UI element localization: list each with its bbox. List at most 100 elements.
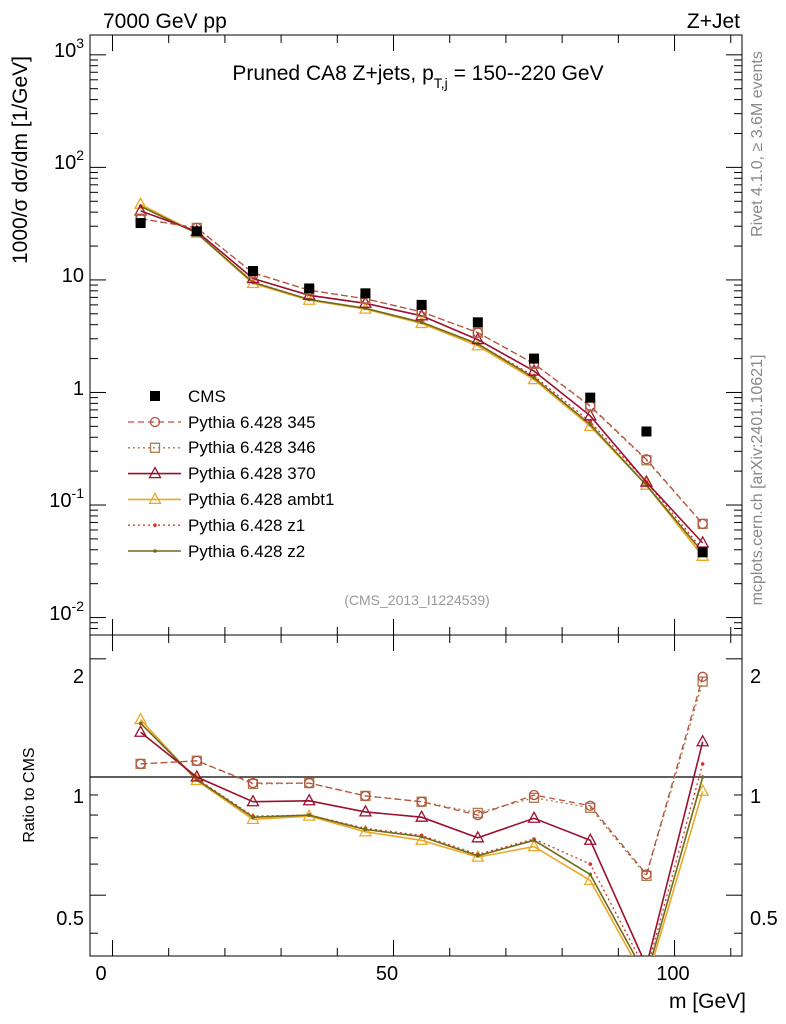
- cms-data-point: [416, 299, 427, 310]
- legend-label: Pythia 6.428 345: [188, 413, 316, 432]
- ratio-point-p370: [133, 724, 148, 737]
- data-point-p370: [415, 308, 429, 321]
- ratio-point-p370: [471, 830, 485, 843]
- header-left: 7000 GeV pp: [103, 10, 227, 33]
- ratio-point-ambt1: [696, 783, 710, 796]
- cms-data-point: [304, 283, 315, 294]
- ratio-tick-label-left: 1: [73, 786, 84, 808]
- y-tick-label: 103: [54, 35, 84, 62]
- ratio-point-ambt1: [415, 832, 429, 845]
- data-point-p345: [641, 454, 652, 465]
- ratio-point-p370: [246, 794, 260, 807]
- ratio-point-ambt1: [471, 849, 485, 862]
- legend-marker-p370: [148, 466, 162, 479]
- ratio-point-ambt1: [358, 824, 373, 837]
- ratio-point-z2: [588, 872, 593, 877]
- reference-label: (CMS_2013_I1224539): [344, 592, 490, 608]
- x-axis-label: m [GeV]: [669, 990, 746, 1013]
- ratio-point-p345: [416, 796, 427, 807]
- data-point-z2: [588, 422, 593, 427]
- legend-label: Pythia 6.428 370: [188, 464, 316, 483]
- data-point-p370: [527, 363, 541, 376]
- ratio-point-ambt1: [527, 839, 541, 852]
- ratio-series: [90, 671, 742, 956]
- ratio-point-p345: [472, 809, 483, 821]
- ratio-line-p346: [140, 681, 704, 878]
- cms-data-point: [641, 426, 652, 437]
- ratio-point-z2: [307, 813, 312, 817]
- data-point-p345: [697, 518, 708, 530]
- ratio-point-p370: [358, 804, 373, 817]
- chart-title-prefix: Pruned CA8 Z+jets, p: [232, 62, 433, 85]
- ratio-tick-label-right: 1: [750, 786, 761, 808]
- ratio-point-z2: [419, 834, 424, 839]
- cms-data-point: [529, 353, 540, 364]
- ratio-tick-labels: 0.5 1 2 0.5 1 2: [56, 666, 778, 930]
- data-point-p370: [696, 535, 710, 548]
- x-tick-label: 0: [95, 963, 106, 985]
- y-tick-base: 10: [54, 152, 76, 174]
- ratio-line-p370: [140, 731, 704, 956]
- data-point-ambt1: [527, 372, 541, 385]
- ratio-line-ambt1: [140, 719, 704, 956]
- legend-label: Pythia 6.428 ambt1: [188, 490, 334, 509]
- ratio-y-axis-label: Ratio to CMS: [21, 747, 38, 842]
- chart-title-suffix: = 150--220 GeV: [448, 62, 604, 85]
- y-tick-base: 10: [49, 603, 71, 625]
- data-point-p370: [471, 332, 485, 345]
- legend-marker-cms: [150, 391, 160, 401]
- data-point-p345: [472, 327, 483, 338]
- ratio-point-p345: [191, 755, 202, 766]
- ratio-point-p370: [190, 769, 204, 782]
- y-tick-exponent: -2: [72, 598, 85, 614]
- ratio-point-ambt1: [246, 812, 260, 825]
- ratio-point-z2: [138, 721, 143, 726]
- legend: CMS Pythia 6.428 345 Pythia 6.428 346 Py…: [128, 387, 334, 561]
- y-tick-labels: 10-2 10-1 1 10 102 103: [49, 35, 84, 625]
- chart-title-subscript: T,j: [434, 75, 448, 91]
- ratio-line-z1: [140, 722, 704, 956]
- ratio-point-z2: [363, 827, 368, 832]
- legend-label: Pythia 6.428 346: [188, 438, 316, 457]
- y-tick-label: 1: [73, 378, 84, 400]
- y-tick-label: 10-2: [49, 598, 84, 625]
- ratio-point-p370: [696, 734, 710, 747]
- cms-data-point: [248, 266, 258, 277]
- x-tick-label: 100: [656, 963, 689, 985]
- legend-label: Pythia 6.428 z1: [188, 516, 305, 535]
- ratio-point-z2: [251, 815, 255, 819]
- main-series: [133, 196, 710, 561]
- legend-marker-p345: [149, 416, 161, 428]
- data-point-z1: [588, 419, 593, 424]
- ratio-point-p345: [641, 869, 652, 880]
- ratio-tick-label-left: 2: [73, 666, 84, 688]
- ratio-point-p345: [528, 789, 540, 801]
- legend-marker-z2: [153, 549, 157, 553]
- ratio-point-p345: [585, 800, 596, 811]
- chart-title: Pruned CA8 Z+jets, pT,j = 150--220 GeV: [232, 62, 603, 91]
- ratio-point-z1: [588, 862, 593, 866]
- ratio-point-ambt1: [190, 773, 204, 786]
- y-tick-base: 10: [49, 490, 71, 512]
- ratio-panel-frame: [89, 634, 743, 957]
- cms-data-point: [191, 226, 202, 237]
- data-point-p370: [639, 474, 654, 487]
- axis-ticks: [90, 35, 742, 956]
- data-point-ambt1: [415, 316, 429, 329]
- y-tick-exponent: -1: [72, 485, 85, 501]
- legend-marker-p346: [149, 442, 161, 453]
- data-point-z2: [532, 375, 536, 380]
- ratio-point-p370: [527, 810, 541, 823]
- series-line-p345: [140, 218, 704, 525]
- x-tick-labels: 0 50 100: [95, 963, 689, 985]
- cms-data-point: [360, 288, 371, 299]
- cms-data-point: [135, 218, 146, 229]
- rivet-version-label: Rivet 4.1.0, ≥ 3.6M events: [749, 51, 766, 237]
- ratio-tick-label-left: 0.5: [56, 908, 84, 930]
- legend-label-cms: CMS: [188, 387, 226, 406]
- ratio-point-p345: [304, 777, 315, 789]
- data-point-ambt1: [133, 196, 148, 209]
- ratio-point-z1: [700, 762, 705, 766]
- ratio-line-z2: [140, 722, 704, 956]
